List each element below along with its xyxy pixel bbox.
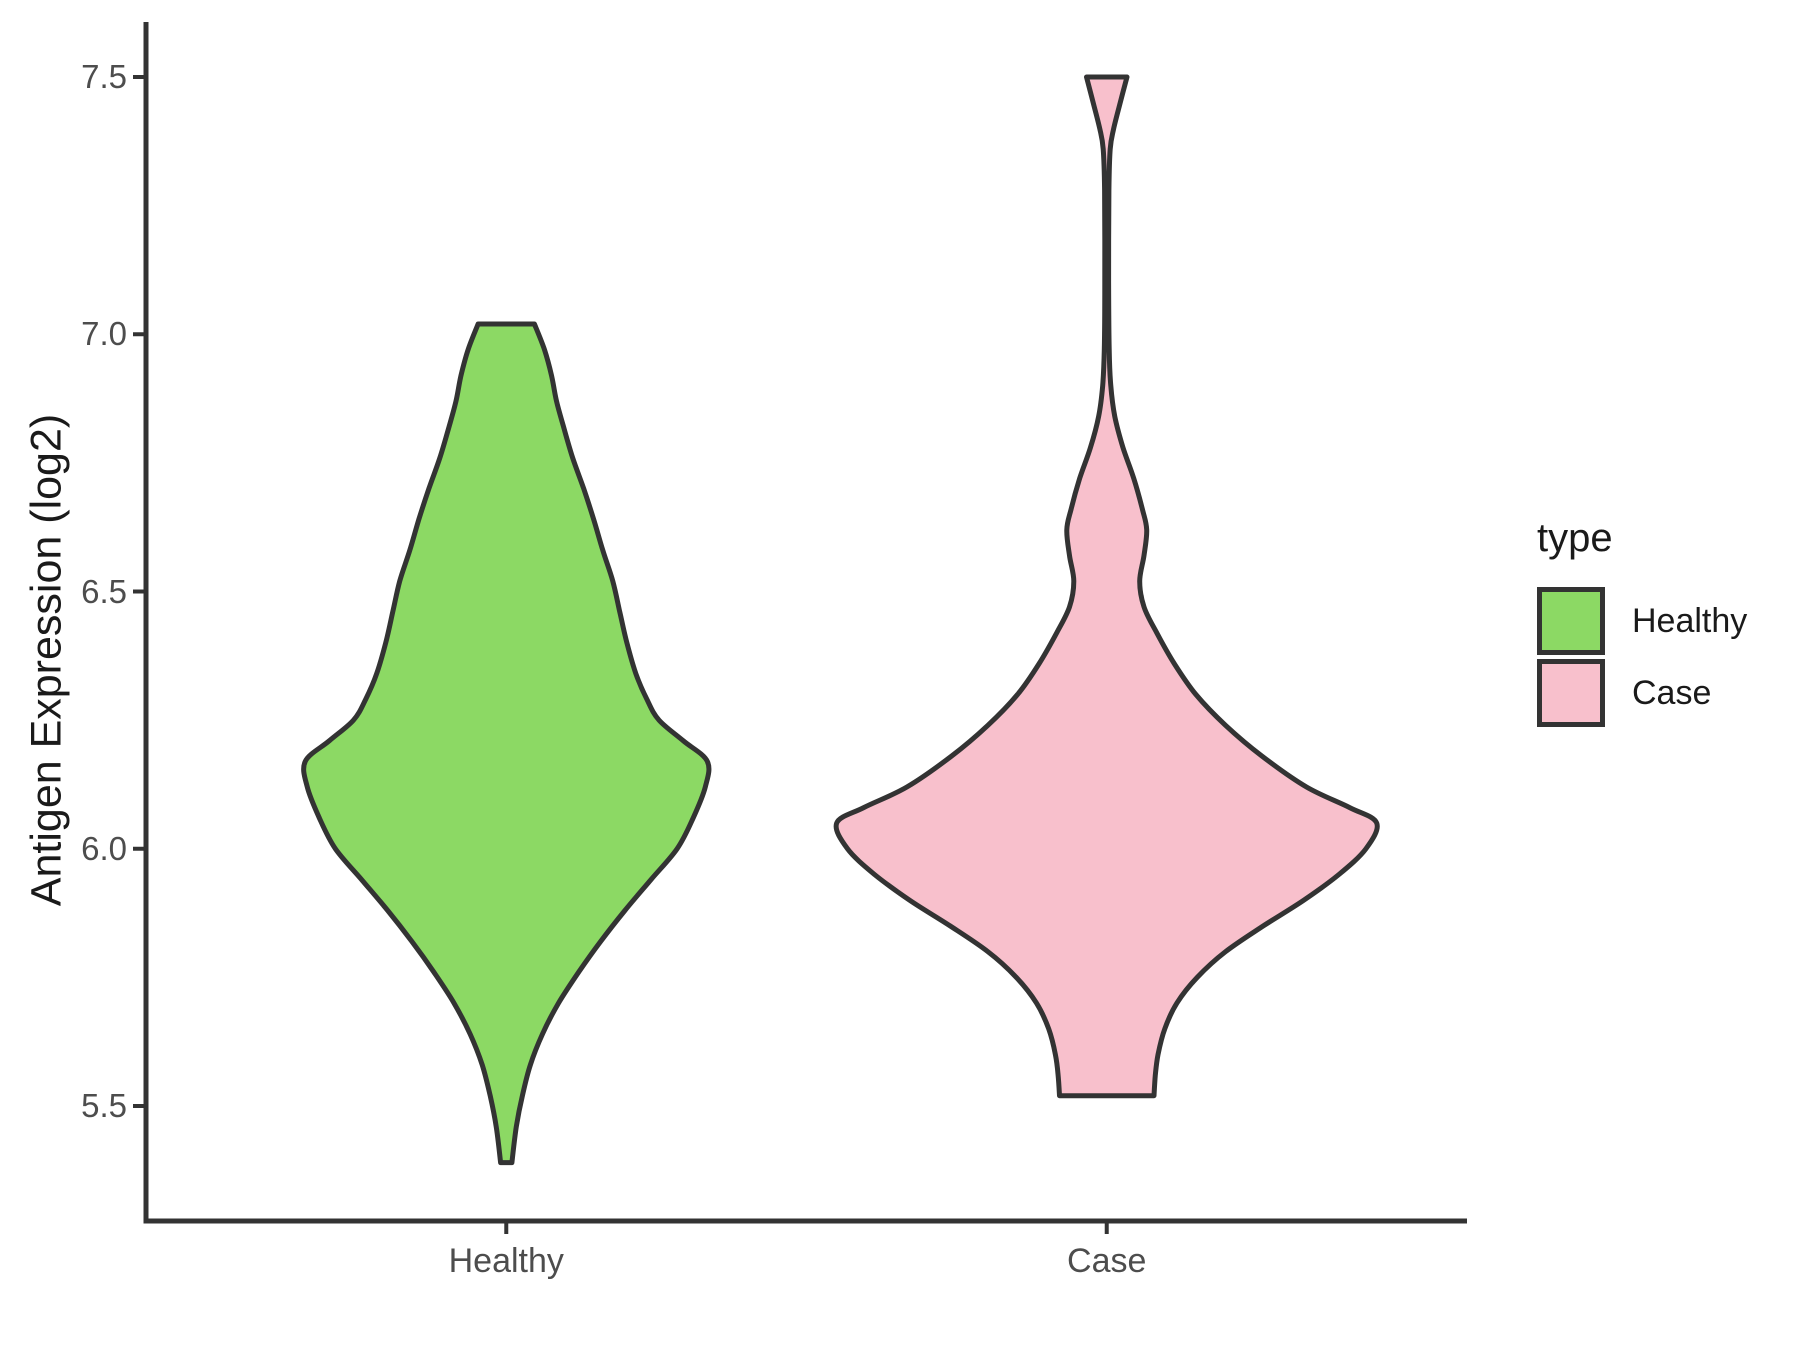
legend-title: type (1537, 516, 1613, 560)
legend-items: Healthy Case (1537, 587, 1747, 727)
violin-healthy (301, 321, 712, 1166)
legend: type Healthy Case (1537, 516, 1747, 727)
y-tick-label: 5.5 (81, 1087, 127, 1124)
legend-swatch-case-icon (1537, 659, 1605, 727)
legend-label-healthy: Healthy (1632, 601, 1748, 640)
legend-item-case: Case (1537, 659, 1747, 727)
y-tick-label: 6.0 (81, 829, 127, 867)
y-tick-label: 6.5 (81, 572, 127, 610)
legend-label-case: Case (1632, 673, 1712, 712)
legend-swatch-healthy-icon (1537, 587, 1605, 655)
legend-item-healthy: Healthy (1537, 587, 1747, 655)
violin-case (833, 74, 1380, 1099)
y-tick-label: 7.0 (81, 315, 127, 353)
y-tick-label: 7.5 (81, 58, 127, 95)
x-tick-label-case: Case (1067, 1242, 1147, 1280)
x-tick-label-healthy: Healthy (448, 1242, 564, 1280)
